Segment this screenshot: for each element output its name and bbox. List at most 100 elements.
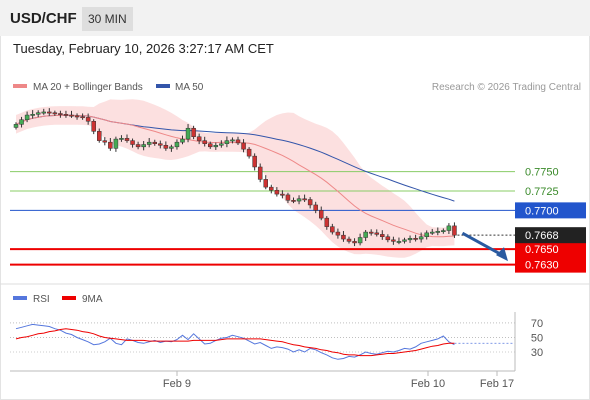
- bollinger-band: [16, 99, 455, 258]
- candle-body: [213, 145, 219, 148]
- candle-bullish: [219, 140, 224, 148]
- resistance-label: 0.7725: [525, 186, 559, 198]
- rsi-tick-label: 30: [531, 347, 543, 359]
- candle-bearish: [85, 113, 91, 125]
- candle-body: [269, 186, 274, 191]
- candle-bearish: [385, 234, 391, 243]
- candle-body: [252, 155, 257, 168]
- candle-bullish: [119, 135, 124, 142]
- candle-bearish: [91, 119, 96, 135]
- candle-bullish: [435, 227, 441, 236]
- rsi-tick-label: 70: [531, 318, 543, 330]
- candle-body: [291, 200, 296, 202]
- support-label: 0.7630: [525, 260, 559, 272]
- candle-body: [24, 114, 30, 120]
- candle-bullish: [357, 233, 363, 246]
- candle-body: [307, 199, 313, 206]
- candle-body: [235, 139, 241, 144]
- candle-bearish: [291, 197, 296, 204]
- candle-bullish: [174, 139, 180, 150]
- rsi-line: [15, 323, 455, 360]
- candle-body: [41, 111, 46, 114]
- candle-bearish: [241, 139, 246, 153]
- candle-body: [324, 217, 330, 227]
- candle-body: [158, 143, 163, 146]
- candle-bullish: [180, 135, 185, 145]
- candle-body: [441, 230, 446, 232]
- ma50-legend-swatch: [156, 84, 170, 88]
- resistance-label: 0.7750: [525, 167, 559, 179]
- candle-bullish: [296, 195, 302, 205]
- candle-bearish: [269, 184, 274, 194]
- candle-bearish: [346, 236, 352, 244]
- candle-body: [80, 116, 85, 119]
- candle-body: [196, 136, 202, 141]
- candle-body: [385, 236, 391, 241]
- candle-body: [124, 138, 130, 141]
- forecast-arrow-head: [496, 247, 508, 262]
- candle-body: [274, 189, 280, 195]
- candle-bullish: [24, 111, 30, 123]
- candle-bullish: [146, 137, 152, 148]
- candle-bearish: [158, 140, 163, 149]
- candle-bearish: [52, 110, 58, 116]
- candle-bearish: [63, 110, 69, 118]
- candle-body: [141, 144, 146, 148]
- candle-body: [368, 231, 374, 234]
- candle-body: [430, 231, 435, 234]
- candle-bullish: [41, 108, 46, 115]
- candle-body: [230, 139, 235, 142]
- candle-bearish: [108, 137, 113, 151]
- candle-bullish: [185, 124, 191, 143]
- candle-bullish: [13, 122, 19, 130]
- time-axis: Feb 9 Feb 10 Feb 17: [10, 312, 516, 390]
- candle-body: [74, 115, 80, 118]
- candle-bearish: [335, 228, 341, 239]
- candle-bearish: [47, 108, 52, 116]
- candle-body: [446, 225, 452, 231]
- candle-body: [130, 140, 135, 145]
- candle-bullish: [141, 141, 146, 151]
- candle-bullish: [19, 116, 24, 128]
- candle-body: [452, 225, 457, 236]
- candle-bearish: [235, 136, 241, 146]
- candle-bullish: [446, 223, 452, 235]
- candle-body: [35, 112, 41, 115]
- candle-body: [330, 226, 335, 233]
- candle-body: [91, 121, 96, 132]
- candle-bullish: [363, 229, 368, 241]
- candle-bearish: [97, 128, 102, 143]
- candle-body: [52, 112, 58, 115]
- ma20-line: [15, 114, 455, 238]
- candle-body: [313, 204, 318, 211]
- candle-body: [357, 237, 363, 244]
- timeframe-button[interactable]: 30 MIN: [82, 7, 133, 31]
- support-label-bg: [515, 256, 586, 273]
- candle-body: [285, 194, 291, 201]
- candle-bullish: [113, 136, 119, 152]
- candle-bullish: [30, 110, 35, 119]
- candle-bullish: [441, 228, 446, 234]
- candle-body: [296, 198, 302, 202]
- candle-bearish: [124, 134, 130, 143]
- candle-body: [58, 113, 63, 115]
- candle-bullish: [430, 228, 435, 235]
- timestamp: Tuesday, February 10, 2026 3:27:17 AM CE…: [13, 41, 274, 56]
- candle-bearish: [274, 187, 280, 197]
- candle-bearish: [352, 238, 357, 247]
- candle-bearish: [330, 223, 335, 235]
- time-tick-label: Feb 10: [411, 378, 445, 390]
- candle-bearish: [80, 113, 85, 120]
- candle-bearish: [413, 234, 418, 242]
- candle-bearish: [391, 236, 396, 245]
- ma50-line: [15, 114, 455, 202]
- time-tick-label: Feb 17: [480, 378, 514, 390]
- candle-body: [418, 236, 424, 240]
- candle-bearish: [102, 137, 108, 146]
- candle-body: [169, 146, 174, 149]
- time-tick-label: Feb 9: [163, 378, 191, 390]
- candle-bearish: [252, 153, 257, 171]
- candle-body: [380, 234, 385, 237]
- candle-body: [224, 140, 230, 144]
- candle-bullish: [169, 144, 174, 152]
